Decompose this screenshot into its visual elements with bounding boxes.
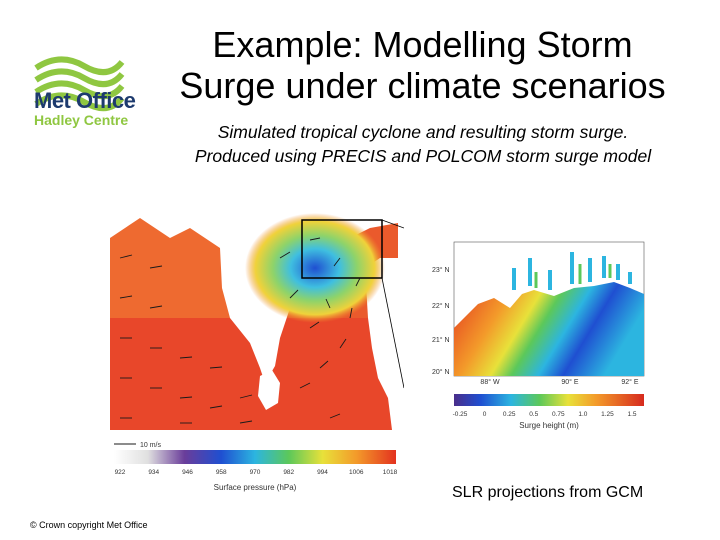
pressure-tick: 1018: [383, 469, 398, 476]
copyright: © Crown copyright Met Office: [30, 520, 148, 530]
title-line-2: Surge under climate scenarios: [179, 65, 666, 106]
surge-tick: 0: [483, 411, 487, 418]
surge-tick: 1.0: [578, 411, 587, 418]
pressure-tick: 934: [148, 469, 159, 476]
surge-tick: -0.25: [453, 411, 468, 418]
subtitle-line-1: Simulated tropical cyclone and resulting…: [217, 122, 629, 142]
surge-tick: 1.5: [627, 411, 636, 418]
pressure-tick: 958: [216, 469, 227, 476]
surge-height-map: 23° N 22° N 21° N 20° N 88° W 90° E 92° …: [432, 241, 645, 430]
met-office-wave-icon: [34, 56, 125, 111]
surge-tick: 0.75: [552, 411, 565, 418]
pressure-tick: 1006: [349, 469, 364, 476]
title-line-1: Example: Modelling Storm: [212, 24, 633, 65]
surge-tick: 0.5: [529, 411, 538, 418]
pressure-tick: 922: [115, 469, 126, 476]
pressure-colorbar-label: Surface pressure (hPa): [214, 483, 297, 492]
slr-caption: SLR projections from GCM: [452, 484, 644, 501]
lat-label-23: 23° N: [432, 266, 450, 274]
pressure-tick: 970: [250, 469, 261, 476]
surge-colorbar: [454, 394, 644, 406]
pressure-tick: 982: [283, 469, 294, 476]
surge-tick: 0.25: [503, 411, 516, 418]
lat-label-22: 22° N: [432, 302, 450, 310]
pressure-colorbar: [114, 450, 396, 464]
subtitle-line-2: Produced using PRECIS and POLCOM storm s…: [194, 146, 652, 166]
logo-name: Met Office: [34, 88, 136, 113]
slide-title: Example: Modelling Storm Surge under cli…: [140, 24, 705, 106]
surge-colorbar-label: Surge height (m): [519, 421, 579, 430]
pressure-tick: 994: [317, 469, 328, 476]
lat-label-21: 21° N: [432, 336, 450, 344]
lon-label-90: 90° E: [561, 378, 579, 386]
wind-scale-label: 10 m/s: [140, 442, 162, 449]
storm-pressure-map: 10 m/s 922 934 946 958 970 982 994 1006 1018 Sur…: [110, 198, 404, 492]
lon-label-92: 92° E: [621, 378, 639, 386]
surge-tick: 1.25: [601, 411, 614, 418]
pressure-tick: 946: [182, 469, 193, 476]
lon-label-88: 88° W: [480, 378, 500, 386]
logo-sub: Hadley Centre: [34, 112, 129, 128]
lat-label-20: 20° N: [432, 368, 450, 376]
slide-subtitle: Simulated tropical cyclone and resulting…: [148, 120, 698, 168]
